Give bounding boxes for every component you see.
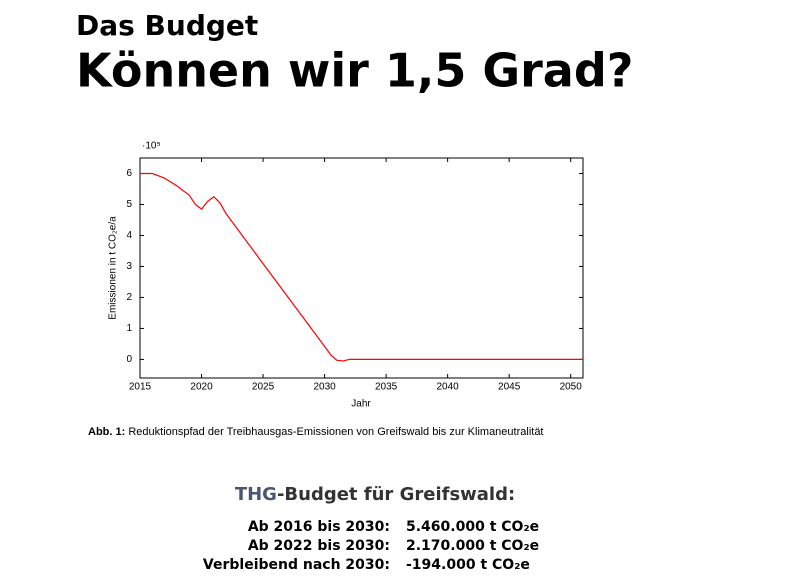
data-line: [140, 172, 583, 362]
kicker: Das Budget: [76, 9, 258, 42]
y-tick-label: 6: [126, 168, 132, 179]
plot-frame: [139, 157, 584, 379]
x-tick-label: 2045: [498, 382, 521, 393]
y-tick-label: 1: [126, 323, 132, 334]
y-tick-label: 3: [126, 261, 132, 272]
y-tick-label: 2: [126, 292, 132, 303]
x-tick-label: 2035: [375, 382, 398, 393]
x-tick-label: 2030: [313, 382, 336, 393]
y-tick-label: 4: [126, 230, 132, 241]
y-multiplier: ·10⁵: [142, 141, 161, 152]
y-axis-label: Emissionen in t CO₂e/a: [108, 216, 119, 320]
budget-value: 5.460.000 t CO₂e: [406, 519, 539, 535]
y-tick-label: 5: [126, 199, 132, 210]
x-axis-label: Jahr: [351, 399, 371, 410]
caption: Abb. 1: Reduktionspfad der Treibhausgas-…: [88, 426, 544, 438]
x-tick-label: 2025: [252, 382, 275, 393]
budget-value: 2.170.000 t CO₂e: [406, 538, 539, 554]
budget-label: Verbleibend nach 2030:: [203, 557, 390, 573]
budget-label: Ab 2022 bis 2030:: [248, 538, 390, 554]
caption-label: Abb. 1:: [88, 426, 125, 438]
budget-value: -194.000 t CO₂e: [406, 557, 530, 573]
y-tick-label: 0: [126, 354, 132, 365]
budget-title: THG-Budget für Greifswald:: [235, 484, 515, 505]
x-tick-label: 2020: [190, 382, 213, 393]
x-tick-label: 2015: [129, 382, 152, 393]
budget-title-rest: -Budget für Greifswald:: [277, 484, 515, 505]
caption-text: Reduktionspfad der Treibhausgas-Emission…: [128, 426, 543, 438]
slide-title: Können wir 1,5 Grad?: [76, 44, 633, 98]
budget-title-highlight: THG: [235, 484, 277, 505]
x-tick-label: 2050: [560, 382, 583, 393]
x-tick-label: 2040: [437, 382, 460, 393]
budget-label: Ab 2016 bis 2030:: [248, 519, 390, 535]
